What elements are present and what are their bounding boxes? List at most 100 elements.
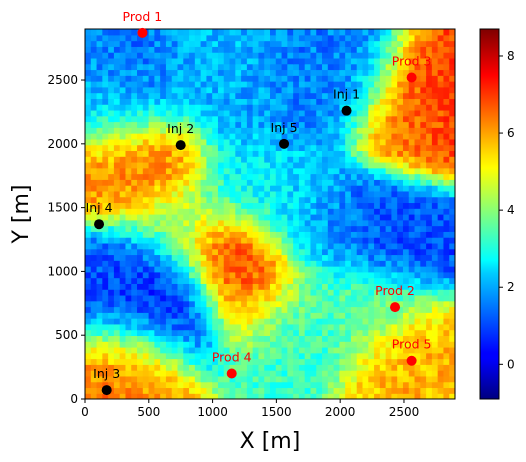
heatmap-cell bbox=[241, 387, 248, 394]
heatmap-cell bbox=[142, 306, 150, 313]
heatmap-cell bbox=[298, 329, 306, 337]
heatmap-cell bbox=[96, 57, 103, 65]
heatmap-cell bbox=[420, 260, 427, 267]
heatmap-cell bbox=[339, 271, 346, 279]
heatmap-cell bbox=[252, 266, 260, 273]
heatmap-cell bbox=[102, 364, 109, 371]
heatmap-cell bbox=[333, 121, 340, 128]
heatmap-cell bbox=[356, 98, 364, 105]
heatmap-cell bbox=[449, 346, 455, 354]
heatmap-cell bbox=[252, 69, 260, 76]
heatmap-cell bbox=[327, 231, 335, 238]
heatmap-cell bbox=[165, 248, 173, 256]
heatmap-cell bbox=[333, 156, 340, 163]
heatmap-cell bbox=[431, 266, 439, 273]
heatmap-cell bbox=[85, 150, 92, 157]
heatmap-cell bbox=[171, 393, 179, 399]
heatmap-cell bbox=[200, 375, 208, 383]
heatmap-cell bbox=[362, 214, 369, 221]
heatmap-cell bbox=[264, 52, 271, 59]
heatmap-cell bbox=[322, 266, 329, 273]
heatmap-cell bbox=[345, 173, 352, 180]
heatmap-cell bbox=[194, 254, 202, 261]
heatmap-cell bbox=[252, 173, 260, 180]
heatmap-cell bbox=[420, 40, 427, 47]
heatmap-cell bbox=[281, 318, 288, 325]
heatmap-cell bbox=[362, 208, 369, 215]
heatmap-cell bbox=[287, 202, 294, 209]
heatmap-cell bbox=[125, 352, 132, 360]
heatmap-cell bbox=[397, 381, 404, 389]
heatmap-cell bbox=[339, 86, 346, 94]
heatmap-cell bbox=[177, 75, 184, 82]
heatmap-cell bbox=[322, 364, 329, 371]
heatmap-cell bbox=[113, 127, 121, 134]
heatmap-cell bbox=[420, 289, 427, 296]
heatmap-cell bbox=[362, 34, 369, 42]
heatmap-cell bbox=[264, 329, 271, 337]
heatmap-cell bbox=[113, 98, 121, 105]
heatmap-cell bbox=[345, 46, 352, 53]
heatmap-cell bbox=[327, 370, 335, 377]
heatmap-cell bbox=[206, 260, 213, 267]
heatmap-cell bbox=[356, 190, 364, 198]
heatmap-cell bbox=[443, 75, 450, 82]
heatmap-cell bbox=[391, 393, 398, 399]
heatmap-cell bbox=[322, 381, 329, 389]
heatmap-cell bbox=[287, 63, 294, 71]
heatmap-cell bbox=[183, 289, 190, 296]
heatmap-cell bbox=[327, 190, 335, 198]
heatmap-cell bbox=[160, 208, 167, 215]
heatmap-cell bbox=[322, 156, 329, 163]
heatmap-cell bbox=[258, 69, 265, 76]
heatmap-cell bbox=[368, 138, 375, 146]
heatmap-cell bbox=[241, 254, 248, 261]
heatmap-cell bbox=[437, 393, 445, 399]
heatmap-cell bbox=[142, 364, 150, 371]
heatmap-cell bbox=[229, 63, 236, 71]
heatmap-cell bbox=[426, 109, 433, 117]
heatmap-cell bbox=[397, 86, 404, 94]
heatmap-cell bbox=[333, 190, 340, 198]
heatmap-cell bbox=[275, 306, 283, 313]
heatmap-cell bbox=[183, 138, 190, 146]
heatmap-cell bbox=[298, 46, 306, 53]
heatmap-cell bbox=[212, 208, 219, 215]
heatmap-cell bbox=[85, 242, 92, 250]
heatmap-cell bbox=[125, 29, 132, 36]
heatmap-cell bbox=[443, 63, 450, 71]
heatmap-cell bbox=[356, 81, 364, 88]
heatmap-cell bbox=[246, 40, 254, 47]
heatmap-cell bbox=[275, 173, 283, 180]
heatmap-cell bbox=[96, 248, 103, 256]
heatmap-cell bbox=[356, 300, 364, 308]
heatmap-cell bbox=[154, 52, 161, 59]
heatmap-cell bbox=[137, 393, 144, 399]
heatmap-cell bbox=[350, 260, 358, 267]
heatmap-cell bbox=[148, 364, 155, 371]
heatmap-cell bbox=[270, 323, 277, 331]
heatmap-cell bbox=[368, 167, 375, 175]
heatmap-cell bbox=[310, 214, 317, 221]
heatmap-cell bbox=[437, 127, 445, 134]
heatmap-cell bbox=[426, 57, 433, 65]
heatmap-cell bbox=[420, 271, 427, 279]
heatmap-cell bbox=[85, 214, 92, 221]
heatmap-cell bbox=[408, 161, 416, 169]
heatmap-cell bbox=[322, 289, 329, 296]
heatmap-cell bbox=[298, 277, 306, 284]
heatmap-cell bbox=[316, 266, 323, 273]
heatmap-cell bbox=[165, 69, 173, 76]
heatmap-cell bbox=[350, 214, 358, 221]
heatmap-cell bbox=[131, 214, 138, 221]
heatmap-cell bbox=[379, 242, 387, 250]
heatmap-cell bbox=[275, 364, 283, 371]
heatmap-cell bbox=[200, 306, 208, 313]
heatmap-cell bbox=[287, 185, 294, 192]
heatmap-cell bbox=[165, 46, 173, 53]
heatmap-cell bbox=[287, 375, 294, 383]
heatmap-cell bbox=[397, 138, 404, 146]
heatmap-cell bbox=[374, 173, 381, 180]
heatmap-cell bbox=[443, 323, 450, 331]
heatmap-cell bbox=[85, 29, 92, 36]
